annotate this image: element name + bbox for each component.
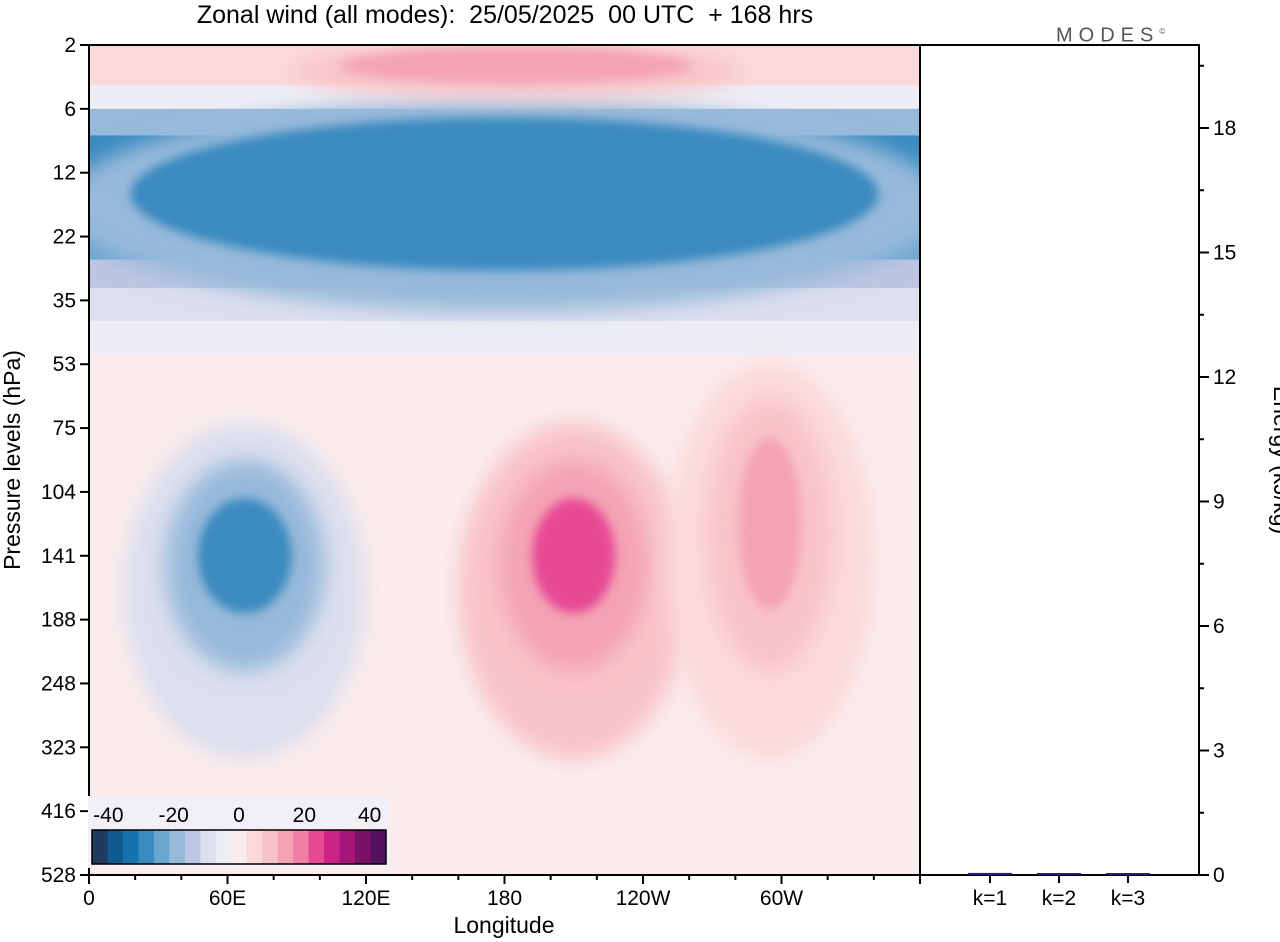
- wind-feature: [339, 47, 693, 84]
- colorbar-swatch: [324, 830, 341, 864]
- colorbar-label: 20: [293, 804, 316, 827]
- x-tick-label: 120W: [616, 887, 671, 910]
- wind-feature: [532, 498, 616, 614]
- colorbar-swatch: [215, 830, 232, 864]
- energy-panel-frame: [919, 44, 1200, 876]
- energy-axis: 0 3 6 9 12 15 18: [1199, 64, 1236, 887]
- energy-tick-label: 12: [1213, 366, 1236, 389]
- energy-bar: [1106, 873, 1150, 875]
- energy-tick-label: 6: [1213, 615, 1225, 638]
- longitude-axis: 0 60E 120E 180 120W 60W: [83, 875, 921, 910]
- y-axis-title: Pressure levels (hPa): [0, 350, 25, 570]
- colorbar-swatch: [231, 830, 248, 864]
- y-tick-label: 248: [41, 672, 76, 695]
- x-tick-label: 60W: [760, 887, 803, 910]
- colorbar: -40 -20 0 20 40: [88, 796, 390, 868]
- colorbar-swatch: [246, 830, 263, 864]
- colorbar-swatch: [308, 830, 325, 864]
- y-tick-label: 53: [53, 353, 76, 376]
- colorbar-label: 40: [358, 804, 381, 827]
- y-tick-label: 141: [41, 545, 76, 568]
- pressure-axis: 2 6 12 22 35 53 75 104 141 188 248 323 416 528: [41, 34, 89, 887]
- colorbar-frame: [91, 829, 387, 865]
- wind-band: [89, 320, 920, 356]
- y-tick-label: 528: [41, 864, 76, 887]
- brand-logo: MODES©: [1056, 20, 1165, 48]
- colorbar-label: -20: [158, 804, 188, 827]
- x-tick-label: 0: [83, 887, 95, 910]
- x-tick-label: 60E: [209, 887, 246, 910]
- brand-name: MODES: [1056, 24, 1160, 47]
- energy-tick-label: 3: [1213, 740, 1225, 763]
- y-tick-label: 6: [64, 98, 76, 121]
- y-tick-label: 104: [41, 481, 76, 504]
- y-tick-label: 22: [53, 226, 76, 249]
- colorbar-swatch: [277, 830, 294, 864]
- colorbar-swatch: [293, 830, 310, 864]
- x-tick-label: 120E: [341, 887, 390, 910]
- y-tick-label: 323: [41, 736, 76, 759]
- x-axis-title: Longitude: [453, 912, 554, 938]
- wind-field: [89, 45, 920, 875]
- wind-field-features: [89, 45, 920, 760]
- energy-tick-label: 15: [1213, 242, 1236, 265]
- colorbar-swatch: [339, 830, 356, 864]
- colorbar-swatch: [122, 830, 139, 864]
- energy-bar: [968, 872, 1012, 875]
- colorbar-swatch: [153, 830, 170, 864]
- wind-feature: [130, 117, 879, 271]
- chart-title: Zonal wind (all modes): 25/05/2025 00 UT…: [196, 1, 814, 29]
- brand-mark: ©: [1159, 27, 1166, 36]
- colorbar-label: 0: [233, 804, 245, 827]
- y-tick-label: 75: [53, 417, 76, 440]
- y-tick-label: 12: [53, 162, 76, 185]
- energy-tick-label: 0: [1213, 864, 1225, 887]
- colorbar-swatch: [184, 830, 201, 864]
- y-tick-label: 35: [53, 289, 76, 312]
- colorbar-label: -40: [93, 804, 123, 827]
- energy-tick-label: 9: [1213, 491, 1225, 514]
- wind-feature: [198, 498, 292, 614]
- colorbar-swatch: [200, 830, 217, 864]
- colorbar-swatch: [92, 830, 108, 864]
- y-tick-label: 188: [41, 609, 76, 632]
- colorbar-swatch: [107, 830, 124, 864]
- y-tick-label: 2: [64, 34, 76, 57]
- energy-bar-label: k=2: [1042, 887, 1076, 910]
- colorbar-swatch: [138, 830, 155, 864]
- energy-bar: [1037, 873, 1081, 875]
- energy-bars: k=1 k=2 k=3: [968, 872, 1150, 910]
- colorbar-swatch: [370, 830, 387, 864]
- colorbar-swatch: [169, 830, 186, 864]
- energy-bar-label: k=1: [973, 887, 1007, 910]
- energy-axis-title: Energy (kJ/kg): [1269, 386, 1280, 534]
- colorbar-swatch: [355, 830, 372, 864]
- energy-bar-label: k=3: [1111, 887, 1145, 910]
- energy-tick-label: 18: [1213, 117, 1236, 140]
- x-tick-label: 180: [487, 887, 522, 910]
- wind-feature: [738, 437, 802, 611]
- y-tick-label: 416: [41, 800, 76, 823]
- colorbar-swatch: [262, 830, 279, 864]
